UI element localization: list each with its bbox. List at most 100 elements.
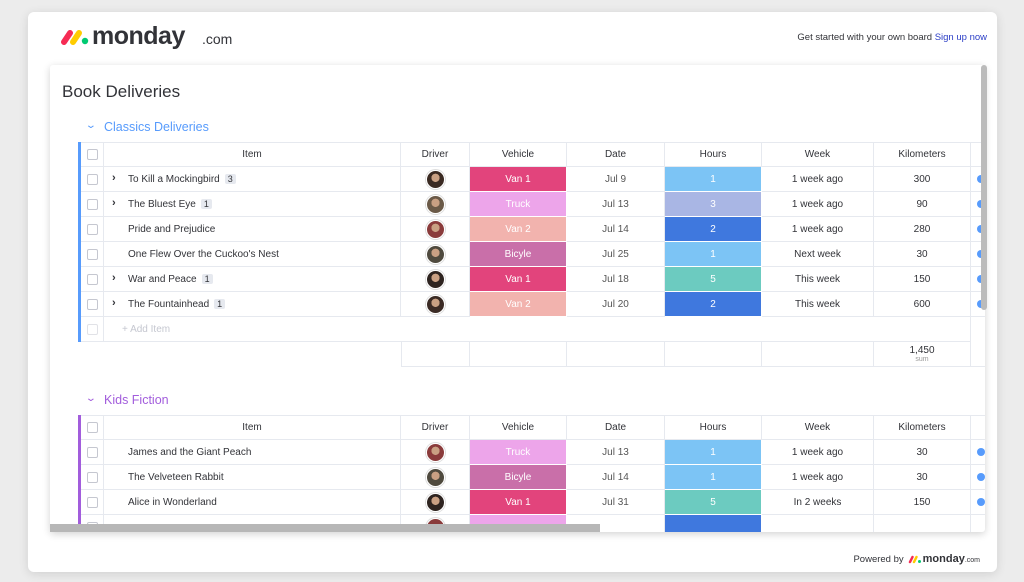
extra-column-header: [971, 142, 985, 167]
item-name[interactable]: James and the Giant Peach: [128, 446, 252, 458]
column-header: Date: [567, 415, 665, 440]
cta-text: Get started with your own board: [797, 32, 933, 43]
driver-avatar[interactable]: [425, 194, 445, 214]
item-name[interactable]: One Flew Over the Cuckoo's Nest: [128, 248, 279, 260]
week-cell: In 2 weeks: [762, 490, 874, 515]
week-cell: 1 week ago: [762, 217, 874, 242]
extra-cell: [971, 440, 985, 465]
checkbox[interactable]: [86, 496, 98, 508]
hours-status[interactable]: 3: [665, 192, 762, 217]
driver-avatar[interactable]: [425, 294, 445, 314]
hours-status[interactable]: 5: [665, 490, 762, 515]
item-cell: James and the Giant Peach: [104, 440, 401, 465]
subitem-count[interactable]: 1: [214, 299, 226, 309]
column-header: Date: [567, 142, 665, 167]
item-name[interactable]: War and Peace: [128, 273, 197, 285]
group-toggle[interactable]: ⌄: [85, 393, 97, 404]
vehicle-status[interactable]: Van 1: [470, 267, 567, 292]
checkbox[interactable]: [86, 298, 98, 310]
vehicle-status[interactable]: Van 2: [470, 217, 567, 242]
hours-status[interactable]: 2: [665, 292, 762, 317]
checkbox[interactable]: [86, 223, 98, 235]
item-name[interactable]: To Kill a Mockingbird: [128, 173, 220, 185]
hours-status[interactable]: 1: [665, 167, 762, 192]
logo-text: monday: [92, 22, 185, 50]
extra-indicator: [977, 448, 985, 456]
powered-text: Powered by: [853, 553, 904, 565]
column-header: Driver: [401, 142, 470, 167]
driver-avatar[interactable]: [425, 269, 445, 289]
vehicle-status[interactable]: Van 1: [470, 167, 567, 192]
item-name[interactable]: The Fountainhead: [128, 298, 210, 310]
checkbox[interactable]: [86, 446, 98, 458]
checkbox[interactable]: [86, 273, 98, 285]
item-name[interactable]: The Velveteen Rabbit: [128, 471, 224, 483]
extra-indicator: [977, 473, 985, 481]
subitem-count[interactable]: 1: [201, 274, 213, 284]
item-name[interactable]: Pride and Prejudice: [128, 223, 216, 235]
vehicle-status[interactable]: Truck: [470, 192, 567, 217]
hours-status[interactable]: 5: [665, 267, 762, 292]
checkbox[interactable]: [86, 422, 98, 433]
hours-status[interactable]: 1: [665, 465, 762, 490]
subitem-count[interactable]: 1: [200, 199, 212, 209]
group-name[interactable]: Classics Deliveries: [104, 120, 209, 134]
logo-suffix: .com: [202, 31, 233, 47]
checkbox[interactable]: [86, 173, 98, 185]
column-header: Item: [104, 415, 401, 440]
sign-up-link[interactable]: Sign up now: [934, 32, 987, 43]
hours-status[interactable]: 1: [665, 440, 762, 465]
checkbox-cell: [81, 440, 104, 465]
group-toggle[interactable]: ⌄: [85, 120, 97, 131]
date-cell: Jul 18: [567, 267, 665, 292]
driver-avatar[interactable]: [425, 467, 445, 487]
checkbox[interactable]: [86, 471, 98, 483]
checkbox[interactable]: [86, 323, 98, 335]
checkbox-cell: [81, 267, 104, 292]
h-scrollbar[interactable]: [50, 524, 600, 532]
checkbox-cell: [81, 242, 104, 267]
hours-status[interactable]: [665, 515, 762, 532]
hours-status[interactable]: 1: [665, 242, 762, 267]
column-header: Hours: [665, 415, 762, 440]
driver-cell: [401, 217, 470, 242]
summary-cell: [665, 342, 762, 367]
v-scrollbar[interactable]: [981, 65, 987, 310]
expand-arrow[interactable]: ›: [112, 172, 116, 184]
vehicle-status[interactable]: Van 2: [470, 292, 567, 317]
expand-arrow[interactable]: ›: [112, 297, 116, 309]
item-name[interactable]: The Bluest Eye: [128, 198, 196, 210]
vehicle-status[interactable]: Truck: [470, 440, 567, 465]
item-cell: › To Kill a Mockingbird 3: [104, 167, 401, 192]
kilometers-cell: 300: [874, 167, 971, 192]
checkbox[interactable]: [86, 248, 98, 260]
expand-arrow[interactable]: ›: [112, 272, 116, 284]
group-name[interactable]: Kids Fiction: [104, 393, 169, 407]
subitem-count[interactable]: 3: [224, 174, 236, 184]
checkbox[interactable]: [86, 149, 98, 160]
item-cell: Alice in Wonderland: [104, 490, 401, 515]
item-name[interactable]: Alice in Wonderland: [128, 496, 217, 508]
group-color-bar: [78, 415, 81, 532]
board-title: Book Deliveries: [62, 82, 181, 101]
cta: Get started with your own board Sign up …: [797, 32, 987, 43]
date-cell: Jul 25: [567, 242, 665, 267]
column-header: Kilometers: [874, 415, 971, 440]
vehicle-status[interactable]: Bicyle: [470, 242, 567, 267]
column-header: Driver: [401, 415, 470, 440]
logo-mark: [61, 30, 89, 45]
hours-status[interactable]: 2: [665, 217, 762, 242]
driver-avatar[interactable]: [425, 169, 445, 189]
expand-arrow[interactable]: ›: [112, 197, 116, 209]
driver-avatar[interactable]: [425, 492, 445, 512]
add-item[interactable]: + Add Item: [104, 317, 971, 342]
driver-avatar[interactable]: [425, 442, 445, 462]
week-cell: 1 week ago: [762, 167, 874, 192]
vehicle-status[interactable]: Bicyle: [470, 465, 567, 490]
date-cell: Jul 14: [567, 217, 665, 242]
driver-avatar[interactable]: [425, 244, 445, 264]
driver-avatar[interactable]: [425, 219, 445, 239]
summary-cell: [401, 342, 470, 367]
vehicle-status[interactable]: Van 1: [470, 490, 567, 515]
checkbox[interactable]: [86, 198, 98, 210]
